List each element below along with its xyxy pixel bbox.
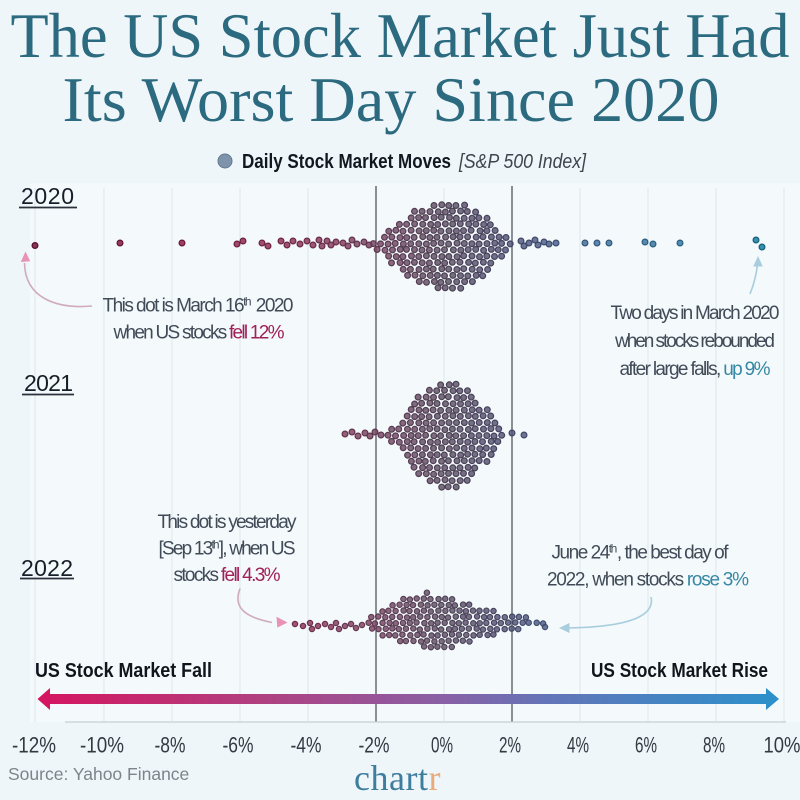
svg-text:-10%: -10% [80, 733, 124, 758]
svg-text:-4%: -4% [291, 733, 322, 758]
svg-text:This dot is March 16th 2020: This dot is March 16th 2020 [103, 295, 294, 317]
svg-text:0%: 0% [431, 733, 453, 758]
svg-text:-8%: -8% [155, 733, 186, 758]
svg-text:8%: 8% [703, 733, 725, 758]
svg-text:Source: Yahoo Finance: Source: Yahoo Finance [8, 764, 189, 784]
svg-text:stocks fell 4.3%: stocks fell 4.3% [174, 565, 281, 586]
svg-text:This dot is yesterday: This dot is yesterday [158, 512, 298, 533]
svg-text:Its Worst Day Since 2020: Its Worst Day Since 2020 [63, 65, 720, 135]
svg-text:-2%: -2% [359, 733, 390, 758]
svg-text:The US Stock Market Just Had: The US Stock Market Just Had [11, 1, 790, 71]
svg-text:[S&P 500 Index]: [S&P 500 Index] [458, 151, 586, 173]
svg-text:4%: 4% [567, 733, 589, 758]
svg-text:when US stocks fell 12%: when US stocks fell 12% [113, 323, 285, 344]
svg-text:[Sep 13th], when US: [Sep 13th], when US [159, 538, 296, 560]
svg-text:after large falls, up 9%: after large falls, up 9% [620, 359, 771, 380]
svg-text:June 24th, the best day of: June 24th, the best day of [552, 542, 730, 564]
svg-text:2020: 2020 [21, 183, 74, 209]
svg-text:US Stock Market Fall: US Stock Market Fall [35, 660, 212, 682]
svg-text:Two days in March 2020: Two days in March 2020 [611, 303, 780, 324]
svg-text:2022: 2022 [21, 555, 73, 581]
svg-text:2022, when stocks rose 3%: 2022, when stocks rose 3% [547, 570, 749, 591]
svg-text:Daily Stock Market Moves: Daily Stock Market Moves [242, 151, 451, 173]
svg-text:6%: 6% [635, 733, 657, 758]
svg-text:when stocks rebounded: when stocks rebounded [614, 331, 775, 352]
svg-text:chartr: chartr [354, 758, 441, 798]
svg-text:2%: 2% [499, 733, 521, 758]
svg-text:2021: 2021 [24, 370, 73, 396]
svg-text:-6%: -6% [223, 733, 254, 758]
svg-text:-12%: -12% [12, 733, 56, 758]
svg-text:US Stock Market Rise: US Stock Market Rise [591, 660, 768, 682]
svg-text:10%: 10% [764, 733, 800, 758]
